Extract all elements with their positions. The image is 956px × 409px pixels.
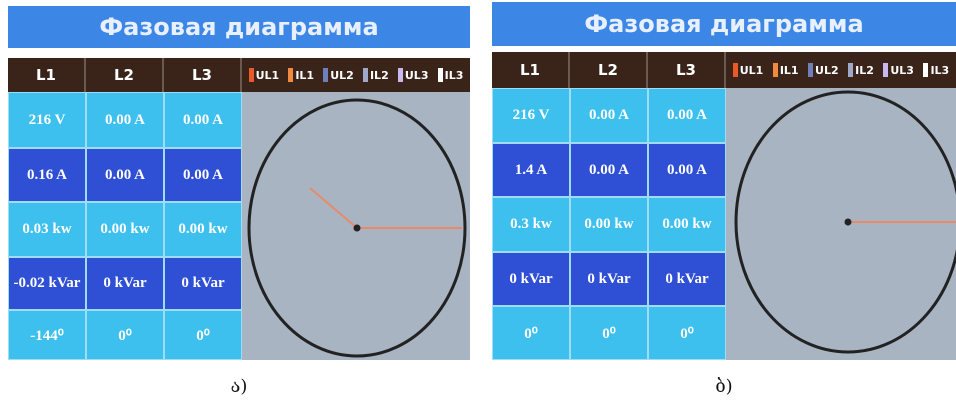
measurement-cell: 0.00 A [570, 143, 648, 197]
legend-swatch [288, 68, 293, 82]
legend-swatch [438, 68, 443, 82]
panel-title: Фазовая диаграмма [8, 6, 470, 48]
phasor-diagram [242, 92, 470, 360]
measurement-cell: 0.00 A [86, 92, 164, 148]
legend-label: IL2 [370, 69, 389, 82]
legend-item: IL1 [773, 63, 799, 77]
screenshot: Фазовая диаграммаL1L2L3UL1IL1UL2IL2UL3IL… [0, 0, 956, 409]
measurement-cell: -144⁰ [8, 310, 86, 360]
panel-title: Фазовая диаграмма [492, 2, 956, 46]
legend-item: UL3 [398, 68, 429, 82]
legend-swatch [733, 63, 738, 77]
legend-swatch [249, 68, 254, 82]
measurement-cell: 0.3 kw [492, 197, 570, 252]
legend-swatch [363, 68, 368, 82]
legend-label: UL2 [330, 69, 354, 82]
legend-label: UL1 [256, 69, 280, 82]
legend-swatch [773, 63, 778, 77]
measurement-cell: 0.00 A [164, 148, 242, 202]
measurement-cell: -0.02 kVar [8, 257, 86, 310]
phasor-diagram [726, 88, 956, 360]
measurement-cell: 0.00 A [648, 143, 726, 197]
measurement-cell: 0⁰ [570, 306, 648, 360]
legend-label: UL1 [740, 64, 764, 77]
legend-label: UL3 [890, 64, 914, 77]
legend-label: IL2 [855, 64, 874, 77]
column-header: L2 [570, 52, 648, 88]
measurement-cell: 0 kVar [570, 252, 648, 306]
legend-item: IL3 [438, 68, 464, 82]
panel-caption: ა) [8, 372, 470, 402]
measurement-cell: 0 kVar [164, 257, 242, 310]
legend-swatch [923, 63, 928, 77]
column-header: L3 [648, 52, 726, 88]
panel-caption: ბ) [492, 372, 956, 402]
legend-label: UL3 [405, 69, 429, 82]
legend-item: IL3 [923, 63, 949, 77]
phase-legend: UL1 IL1 UL2 IL2 UL3 IL3 [726, 52, 956, 88]
column-header: L3 [164, 58, 242, 92]
phase-legend: UL1 IL1 UL2 IL2 UL3 IL3 [242, 58, 470, 92]
column-header: L1 [492, 52, 570, 88]
measurement-cell: 0⁰ [86, 310, 164, 360]
measurement-cell: 0⁰ [648, 306, 726, 360]
measurement-cell: 0.00 A [648, 88, 726, 143]
measurement-cell: 0.00 kw [648, 197, 726, 252]
measurement-cell: 0.00 kw [570, 197, 648, 252]
legend-item: IL1 [288, 68, 314, 82]
measurement-cell: 0.03 kw [8, 202, 86, 257]
measurement-cell: 0⁰ [164, 310, 242, 360]
measurement-cell: 0 kVar [648, 252, 726, 306]
legend-item: IL2 [848, 63, 874, 77]
legend-label: IL3 [930, 64, 949, 77]
legend-item: UL3 [883, 63, 914, 77]
measurement-cell: 0.00 A [570, 88, 648, 143]
measurement-cell: 216 V [492, 88, 570, 143]
measurement-cell: 0.00 kw [86, 202, 164, 257]
legend-label: IL3 [445, 69, 464, 82]
legend-swatch [808, 63, 813, 77]
measurement-cell: 0 kVar [86, 257, 164, 310]
measurement-cell: 0.00 A [86, 148, 164, 202]
measurement-cell: 216 V [8, 92, 86, 148]
measurement-cell: 0.16 A [8, 148, 86, 202]
column-header: L2 [86, 58, 164, 92]
legend-label: IL1 [780, 64, 799, 77]
column-header: L1 [8, 58, 86, 92]
legend-label: UL2 [815, 64, 839, 77]
measurement-cell: 0 kVar [492, 252, 570, 306]
legend-item: UL2 [323, 68, 354, 82]
legend-item: UL2 [808, 63, 839, 77]
legend-item: UL1 [249, 68, 280, 82]
measurement-cell: 0.00 A [164, 92, 242, 148]
legend-swatch [323, 68, 328, 82]
legend-swatch [883, 63, 888, 77]
legend-label: IL1 [295, 69, 314, 82]
legend-swatch [398, 68, 403, 82]
measurement-cell: 0.00 kw [164, 202, 242, 257]
measurement-cell: 1.4 A [492, 143, 570, 197]
measurement-cell: 0⁰ [492, 306, 570, 360]
legend-swatch [848, 63, 853, 77]
legend-item: UL1 [733, 63, 764, 77]
legend-item: IL2 [363, 68, 389, 82]
